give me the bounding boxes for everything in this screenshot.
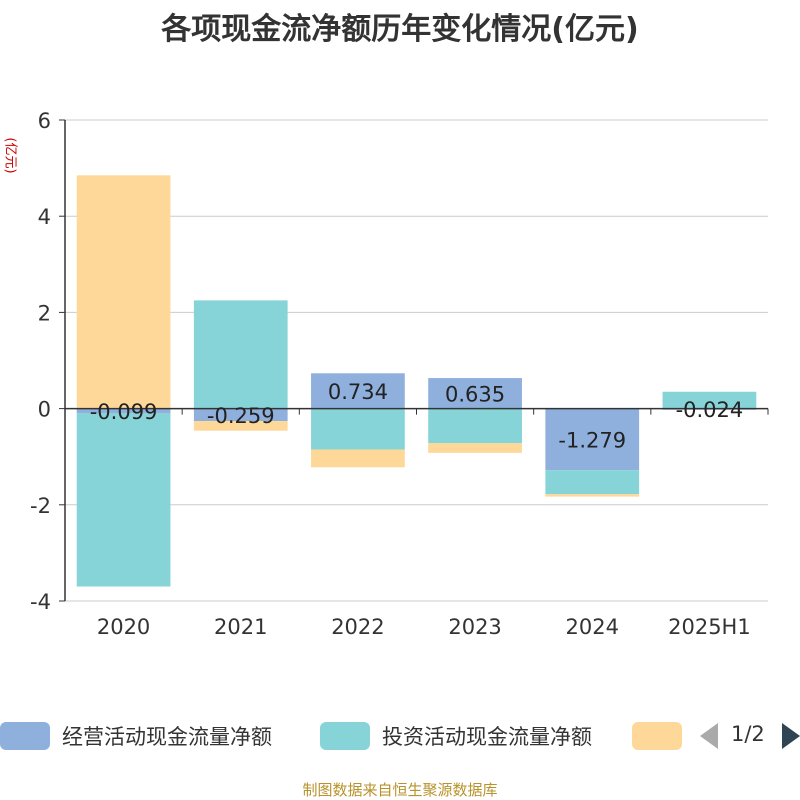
y-tick-label: 4 [38,205,51,229]
bar-segment [545,494,640,497]
y-tick-label: 2 [38,301,51,325]
legend-item-investing[interactable]: 投资活动现金流量净额 [320,716,592,756]
data-label: -1.279 [558,428,626,452]
bar-segment [311,373,405,409]
x-tick-label: 2025H1 [668,615,751,639]
x-tick-label: 2022 [331,615,384,639]
data-label: 0.635 [445,382,505,406]
x-tick-label: 2024 [566,615,619,639]
bar-segment [311,408,405,450]
source-note: 制图数据来自恒生聚源数据库 [302,781,498,799]
data-label: 0.734 [328,380,388,404]
bar-segment [193,300,288,409]
bar-segment [545,408,640,471]
bar-segment [193,408,288,422]
legend-swatch-operating [0,722,50,750]
legend-swatch-third [632,722,682,750]
legend-prev-page-icon[interactable] [700,723,718,749]
bar-segment [76,413,171,587]
legend-swatch-investing [320,722,370,750]
legend: 经营活动现金流量净额 投资活动现金流量净额 1/2 [0,716,800,756]
legend-label-investing: 投资活动现金流量净额 [382,725,592,749]
bar-segment [193,421,288,431]
y-tick-label: 0 [38,398,51,422]
y-tick-label: -4 [30,590,51,614]
bar-segment [428,443,522,453]
bar-segment [311,449,405,468]
y-tick-label: -2 [30,494,51,518]
y-tick-label: 6 [38,109,51,133]
bar-segment [76,175,171,409]
legend-label-operating: 经营活动现金流量净额 [62,725,272,749]
bar-segment [428,408,522,444]
data-label: -0.099 [90,400,158,424]
legend-item-third[interactable] [632,716,682,756]
x-tick-label: 2021 [214,615,267,639]
x-tick-label: 2023 [448,615,501,639]
bar-segment [662,391,757,409]
chart-title: 各项现金流净额历年变化情况(亿元) [161,12,639,47]
data-label: -0.024 [676,398,744,422]
data-label: -0.259 [207,404,275,428]
bar-segment [428,378,522,409]
legend-next-page-icon[interactable] [782,723,800,749]
bar-segment [76,408,171,414]
x-tick-label: 2020 [97,615,150,639]
bar-segment [545,470,640,495]
chart-plot: 6 4 2 0 -2 -4 2020 2021 2022 2023 2024 2025H1 -0.099… [30,109,769,639]
legend-item-operating[interactable]: 经营活动现金流量净额 [0,716,272,756]
legend-page-indicator: 1/2 [731,722,765,746]
